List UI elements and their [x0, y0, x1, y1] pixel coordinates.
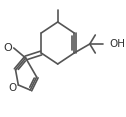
Text: O: O: [3, 43, 12, 53]
Text: OH: OH: [109, 39, 125, 49]
Text: O: O: [9, 83, 17, 93]
